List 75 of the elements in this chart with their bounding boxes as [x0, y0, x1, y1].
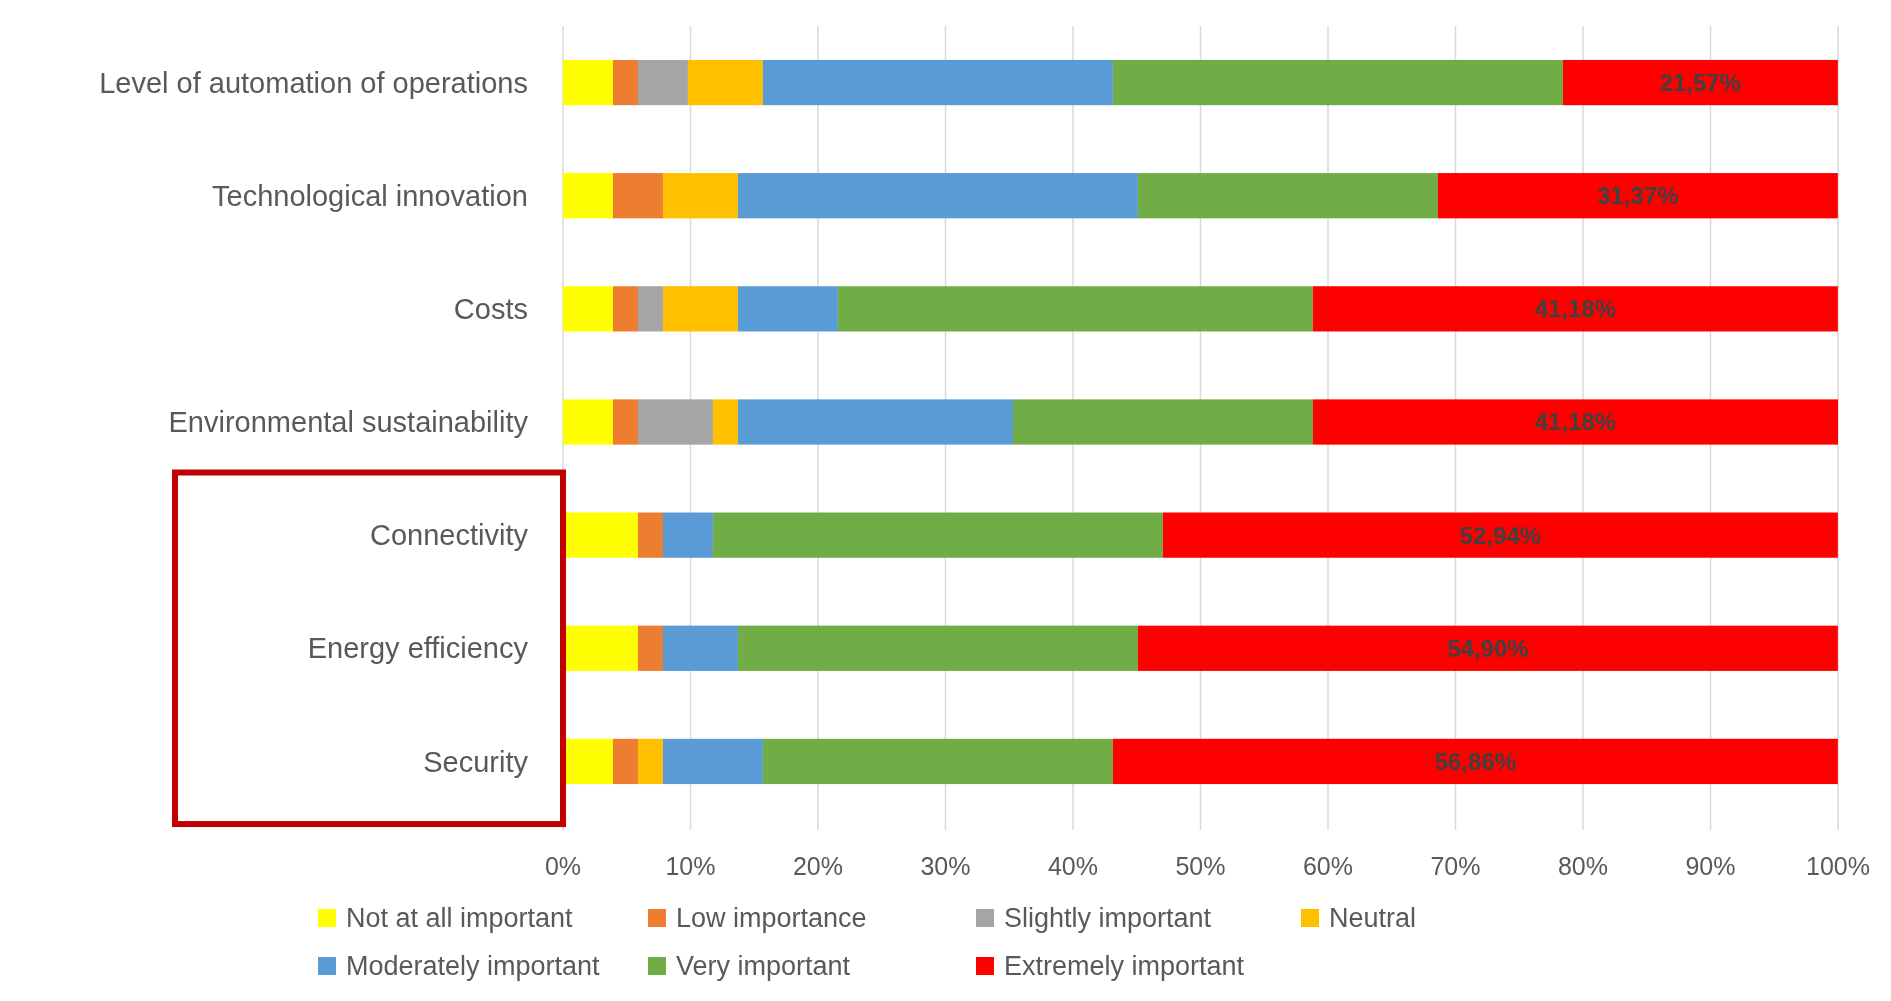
bar — [737, 399, 1013, 445]
bar — [637, 59, 688, 106]
data-label: 21,57% — [1659, 68, 1742, 96]
bar — [563, 512, 638, 558]
data-label: 41,18% — [1534, 408, 1617, 436]
bar — [737, 173, 1138, 219]
bar — [662, 286, 738, 332]
bar — [637, 625, 663, 671]
bar — [712, 399, 738, 445]
bar — [612, 59, 638, 106]
y-tick-label: Technological innovation — [212, 179, 528, 212]
bar — [1312, 286, 1838, 332]
bar — [563, 173, 613, 219]
y-tick-label: Environmental sustainability — [168, 406, 529, 439]
y-tick-label: Security — [423, 745, 529, 778]
bar — [1137, 173, 1438, 219]
bar — [1112, 59, 1563, 106]
data-label: 41,18% — [1534, 295, 1617, 323]
y-tick-label: Connectivity — [370, 519, 529, 552]
bar — [662, 512, 713, 558]
data-label: 52,94% — [1459, 521, 1542, 549]
legend-label: Moderately important — [346, 951, 601, 982]
bar — [563, 399, 613, 445]
bar — [687, 59, 763, 106]
bar — [737, 286, 838, 332]
data-label: 56,86% — [1434, 747, 1517, 775]
bar — [563, 738, 613, 785]
bar — [1562, 59, 1838, 106]
bar — [1137, 625, 1838, 671]
bar — [762, 738, 1113, 785]
y-tick-label: Level of automation of operations — [99, 66, 528, 99]
bar — [612, 738, 638, 785]
bar — [762, 59, 1113, 106]
bar — [837, 286, 1313, 332]
y-tick-label: Energy efficiency — [307, 632, 529, 665]
bar — [712, 512, 1163, 558]
x-tick-label: 20% — [792, 851, 844, 880]
legend-label: Neutral — [1329, 903, 1417, 934]
bar — [637, 286, 663, 332]
data-label: 31,37% — [1597, 182, 1679, 210]
bar — [662, 173, 738, 219]
bar — [563, 625, 638, 671]
legend-label: Slightly important — [1004, 903, 1212, 934]
bar — [612, 286, 638, 332]
bar — [563, 286, 613, 332]
x-tick-label: 90% — [1685, 851, 1736, 880]
bar — [612, 399, 638, 445]
x-tick-label: 50% — [1175, 851, 1226, 880]
x-tick-label: 60% — [1302, 851, 1354, 880]
data-label: 54,90% — [1447, 634, 1529, 662]
x-tick-label: 80% — [1557, 851, 1609, 880]
x-tick-label: 30% — [920, 851, 971, 880]
x-tick-label: 10% — [665, 851, 716, 880]
x-tick-label: 40% — [1047, 851, 1099, 880]
bar — [612, 173, 663, 219]
bar — [637, 512, 663, 558]
bar — [662, 625, 738, 671]
legend-label: Low importance — [676, 903, 867, 934]
legend-label: Extremely important — [1004, 951, 1245, 982]
bar — [1312, 399, 1838, 445]
legend-label: Very important — [676, 951, 851, 982]
x-tick-label: 0% — [544, 851, 582, 880]
x-tick-label: 100% — [1806, 851, 1870, 880]
bar — [662, 738, 763, 785]
bar — [1162, 512, 1838, 558]
bar — [1437, 173, 1838, 219]
bar — [1012, 399, 1313, 445]
bar — [637, 738, 663, 785]
bar — [737, 625, 1138, 671]
bar — [1112, 738, 1838, 785]
bar — [637, 399, 713, 445]
legend-label: Not at all important — [346, 903, 574, 934]
bar — [563, 59, 613, 106]
y-tick-label: Costs — [453, 293, 528, 326]
x-tick-label: 70% — [1430, 851, 1481, 880]
